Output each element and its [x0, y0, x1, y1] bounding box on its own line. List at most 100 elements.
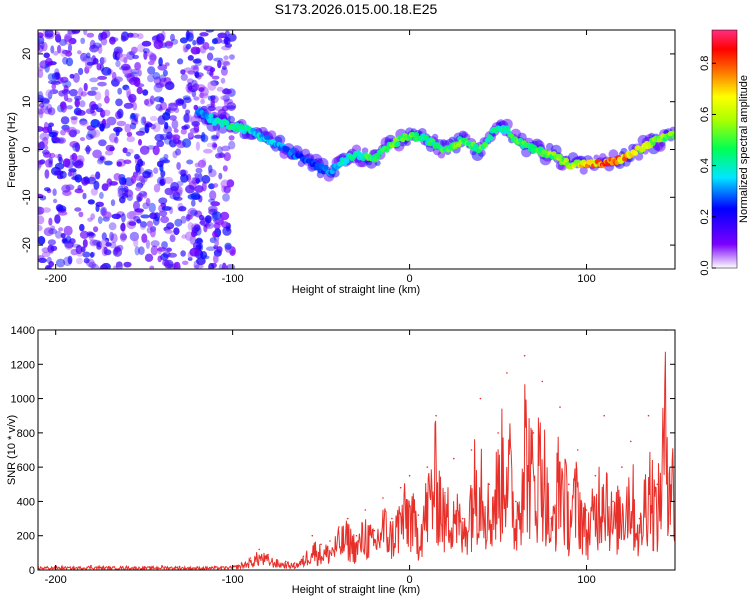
heatmap-noise-cell — [199, 45, 207, 54]
heatmap-noise-cell — [86, 52, 91, 59]
heatmap-noise-cell — [158, 57, 163, 67]
heatmap-noise-cell — [150, 240, 160, 248]
heatmap-ridge-cell — [650, 140, 656, 146]
heatmap-noise-cell — [126, 73, 135, 83]
heatmap-noise-cell — [211, 75, 220, 80]
heatmap-noise-cell — [76, 251, 84, 257]
snr-data-point — [329, 540, 331, 542]
heatmap-noise-cell — [193, 124, 200, 133]
heatmap-noise-cell — [56, 137, 67, 144]
heatmap-noise-cell — [220, 67, 228, 76]
heatmap-noise-cell — [112, 51, 118, 60]
heatmap-noise-cell — [142, 116, 147, 124]
heatmap-noise-cell — [82, 251, 91, 258]
heatmap-noise-cell — [116, 161, 123, 167]
heatmap-noise-cell — [138, 246, 145, 256]
snr-y-ticks: 0 200 400 600 800 1000 1200 1400 — [11, 325, 675, 577]
heatmap-ridge-cell — [557, 154, 563, 160]
heatmap-noise-cell — [196, 237, 203, 243]
heatmap-noise-cell — [38, 236, 46, 245]
heatmap-noise-cell — [102, 30, 111, 39]
heatmap-ridge-cell — [224, 120, 230, 126]
heatmap-noise-cell — [221, 145, 231, 152]
heatmap-noise-cell — [170, 33, 175, 42]
heatmap-noise-cell — [38, 160, 43, 168]
heatmap-marks — [38, 30, 675, 269]
heatmap-noise-cell — [211, 38, 218, 45]
heatmap-noise-cell — [212, 183, 219, 188]
heatmap-noise-cell — [146, 220, 154, 228]
heatmap-noise-cell — [213, 254, 220, 264]
heatmap-noise-cell — [141, 233, 148, 243]
heatmap-noise-cell — [131, 46, 138, 54]
heatmap-noise-cell — [87, 217, 93, 222]
heatmap-noise-cell — [65, 57, 74, 67]
heatmap-noise-cell — [150, 245, 158, 256]
heatmap-noise-cell — [201, 174, 211, 184]
heatmap-noise-cell — [191, 223, 201, 231]
heatmap-noise-cell — [122, 147, 128, 154]
heatmap-noise-cell — [226, 179, 235, 188]
heatmap-noise-cell — [115, 261, 123, 268]
heatmap-noise-cell — [104, 95, 110, 104]
heatmap-noise-cell — [116, 120, 127, 127]
heatmap-x-tick-label: -100 — [222, 273, 244, 285]
heatmap-noise-cell — [69, 73, 75, 79]
heatmap-noise-cell — [216, 86, 224, 92]
heatmap-noise-cell — [87, 90, 97, 96]
heatmap-noise-cell — [124, 123, 132, 133]
heatmap-noise-cell — [45, 159, 53, 168]
heatmap-noise-cell — [220, 211, 230, 221]
heatmap-noise-cell — [72, 142, 80, 152]
heatmap-noise-cell — [53, 198, 58, 204]
heatmap-noise-cell — [142, 191, 148, 199]
heatmap-noise-cell — [183, 97, 192, 104]
heatmap-ridge-cell — [563, 157, 570, 163]
heatmap-noise-cell — [48, 79, 58, 85]
heatmap-noise-cell — [205, 246, 216, 251]
heatmap-noise-cell — [97, 103, 102, 108]
heatmap-noise-cell — [192, 39, 197, 46]
snr-data-point — [214, 565, 216, 568]
heatmap-noise-cell — [133, 237, 139, 248]
heatmap-noise-cell — [99, 123, 105, 132]
heatmap-noise-cell — [108, 222, 117, 231]
heatmap-noise-cell — [199, 92, 204, 99]
heatmap-noise-cell — [210, 98, 215, 108]
heatmap-noise-cell — [166, 131, 173, 140]
heatmap-noise-cell — [80, 37, 86, 44]
heatmap-noise-cell — [130, 122, 137, 130]
heatmap-noise-cell — [77, 184, 82, 191]
heatmap-noise-cell — [73, 160, 84, 169]
snr-data-point — [638, 517, 641, 520]
heatmap-noise-cell — [126, 131, 133, 137]
heatmap-ridge-cell — [671, 133, 675, 139]
snr-data-point — [568, 483, 570, 486]
heatmap-noise-cell — [226, 102, 237, 111]
heatmap-noise-cell — [194, 173, 200, 178]
heatmap-noise-cell — [149, 115, 158, 122]
snr-data-point — [399, 486, 402, 489]
snr-data-point — [196, 566, 199, 568]
heatmap-noise-cell — [163, 176, 174, 184]
heatmap-noise-cell — [135, 130, 145, 136]
snr-data-point — [559, 406, 561, 408]
heatmap-noise-cell — [38, 91, 44, 101]
heatmap-noise-cell — [38, 215, 45, 225]
heatmap-noise-cell — [218, 172, 223, 180]
snr-data-point — [373, 529, 376, 532]
heatmap-noise-cell — [78, 87, 84, 97]
heatmap-noise-cell — [110, 37, 119, 42]
heatmap-noise-cell — [191, 226, 200, 234]
snr-x-tick-label: 0 — [407, 574, 413, 586]
snr-data-point — [293, 562, 296, 564]
colorbar-ticks: 0.0 0.2 0.4 0.6 0.8 — [699, 56, 716, 276]
heatmap-noise-cell — [83, 257, 90, 264]
snr-data-point — [311, 534, 314, 537]
heatmap-noise-cell — [66, 97, 73, 103]
heatmap-noise-cell — [209, 67, 216, 73]
heatmap-noise-cell — [59, 39, 67, 46]
heatmap-noise-cell — [134, 153, 140, 160]
heatmap-noise-cell — [75, 244, 83, 255]
heatmap-noise-cell — [54, 214, 61, 224]
